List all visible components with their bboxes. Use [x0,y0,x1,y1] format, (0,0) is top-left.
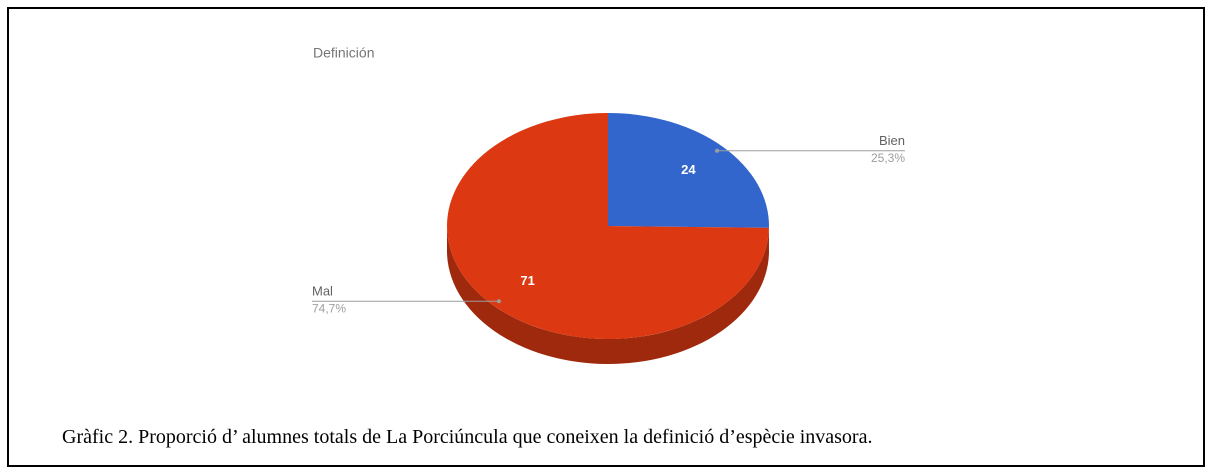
legend-label: Mal [312,284,333,299]
percent-label: 74,7% [312,301,346,315]
caption: Gràfic 2. Proporció d’ alumnes totals de… [62,426,873,448]
legend-label: Bien [879,133,905,148]
pie-slice [608,113,769,228]
frame [7,7,1205,467]
pie-slice [446,113,769,339]
value-label: 24 [681,162,696,177]
leader-dot [496,299,501,304]
value-label: 71 [520,273,534,288]
pie-side [446,226,769,365]
leader-dot [715,148,720,153]
chart-title: Definición [313,45,374,61]
percent-label: 25,3% [871,151,905,165]
